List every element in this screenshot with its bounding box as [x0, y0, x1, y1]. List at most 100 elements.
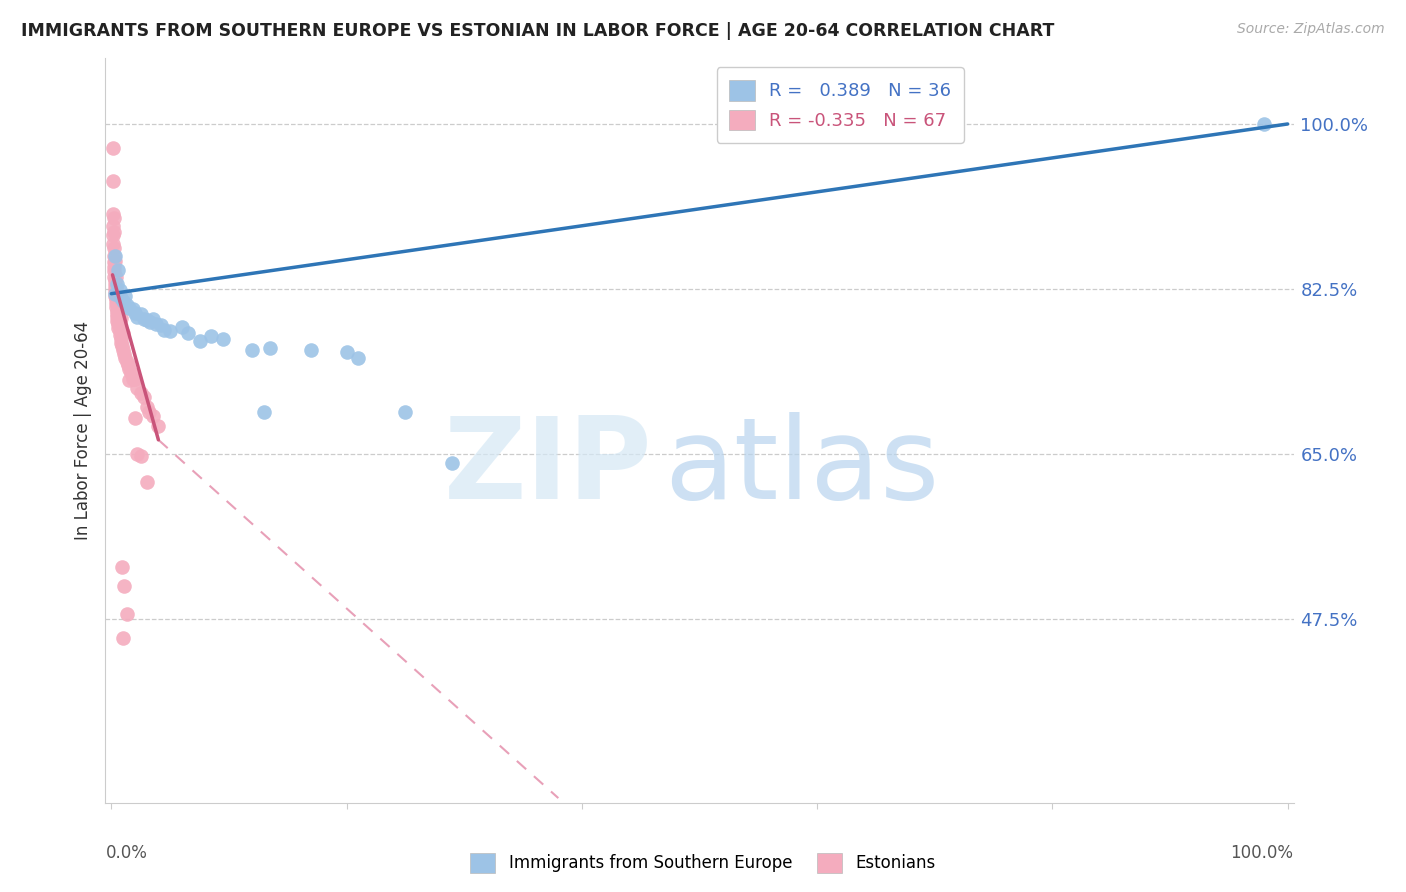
Legend: R =   0.389   N = 36, R = -0.335   N = 67: R = 0.389 N = 36, R = -0.335 N = 67 [717, 67, 963, 143]
Point [118, 301, 141, 315]
Point [121, 371, 143, 385]
Text: atlas: atlas [664, 412, 939, 523]
Point [121, 301, 143, 316]
Point [112, 294, 135, 309]
Point [120, 366, 142, 380]
Point [104, 253, 127, 268]
Point [104, 277, 127, 292]
Point [115, 354, 138, 368]
Point [105, 303, 128, 318]
Point [105, 314, 128, 328]
Point [107, 298, 129, 312]
Point [105, 293, 128, 307]
Point [103, 269, 125, 284]
Point [135, 400, 157, 414]
Point [188, 334, 211, 348]
Point [110, 311, 132, 326]
Point [112, 631, 135, 645]
Point [394, 404, 416, 418]
Point [108, 283, 131, 297]
Point [115, 607, 138, 622]
Point [135, 475, 157, 490]
Point [103, 264, 125, 278]
Point [177, 326, 200, 341]
Point [118, 373, 141, 387]
Point [104, 273, 127, 287]
Text: ZIP: ZIP [443, 412, 652, 523]
Point [170, 319, 193, 334]
Point [115, 298, 138, 312]
Point [103, 249, 125, 263]
Point [129, 385, 152, 400]
Point [103, 254, 125, 268]
Text: 0.0%: 0.0% [105, 844, 148, 862]
Point [105, 269, 128, 284]
Point [105, 307, 128, 321]
Point [114, 288, 136, 302]
Point [101, 206, 124, 220]
Point [104, 281, 127, 295]
Point [101, 228, 124, 243]
Point [141, 312, 163, 326]
Point [107, 317, 129, 331]
Point [336, 345, 359, 359]
Point [134, 391, 156, 405]
Point [253, 404, 276, 418]
Legend: Immigrants from Southern Europe, Estonians: Immigrants from Southern Europe, Estonia… [464, 847, 942, 880]
Point [108, 325, 131, 339]
Point [107, 263, 129, 277]
Point [101, 219, 124, 233]
Point [110, 292, 132, 306]
Point [127, 381, 149, 395]
Point [114, 351, 136, 365]
Point [153, 322, 176, 336]
Point [110, 335, 132, 350]
Point [129, 449, 152, 463]
Point [1253, 117, 1275, 131]
Point [200, 329, 222, 343]
Point [145, 317, 167, 331]
Point [159, 325, 181, 339]
Point [103, 211, 125, 226]
Y-axis label: In Labor Force | Age 20-64: In Labor Force | Age 20-64 [73, 321, 91, 540]
Point [105, 300, 128, 314]
Point [104, 288, 127, 302]
Point [138, 404, 160, 418]
Point [101, 140, 124, 154]
Text: Source: ZipAtlas.com: Source: ZipAtlas.com [1237, 22, 1385, 37]
Point [259, 342, 281, 356]
Point [111, 339, 134, 353]
Point [105, 296, 128, 310]
Point [112, 343, 135, 358]
Point [148, 418, 170, 433]
Point [139, 315, 162, 329]
Point [299, 343, 322, 358]
Point [103, 242, 125, 256]
Point [112, 347, 135, 361]
Point [103, 260, 125, 275]
Point [101, 236, 124, 251]
Text: IMMIGRANTS FROM SOUTHERN EUROPE VS ESTONIAN IN LABOR FORCE | AGE 20-64 CORRELATI: IMMIGRANTS FROM SOUTHERN EUROPE VS ESTON… [21, 22, 1054, 40]
Point [105, 285, 128, 299]
Point [104, 249, 127, 263]
Point [135, 313, 157, 327]
Point [107, 320, 129, 334]
Point [104, 285, 127, 299]
Text: 100.0%: 100.0% [1230, 844, 1294, 862]
Point [124, 411, 146, 425]
Point [441, 456, 464, 470]
Point [149, 318, 172, 332]
Point [141, 409, 163, 424]
Point [347, 351, 370, 365]
Point [124, 305, 146, 319]
Point [124, 371, 146, 385]
Point [105, 277, 128, 292]
Point [127, 447, 149, 461]
Point [242, 343, 264, 358]
Point [108, 328, 131, 343]
Point [110, 332, 132, 346]
Point [101, 173, 124, 187]
Point [118, 362, 141, 376]
Point [111, 560, 134, 574]
Point [112, 579, 135, 593]
